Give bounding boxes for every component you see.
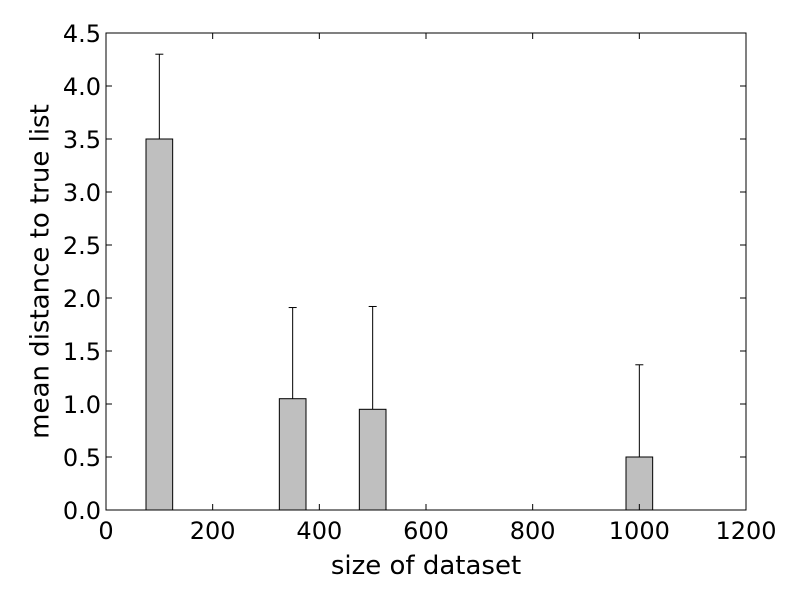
x-tick-label: 400 (296, 517, 342, 545)
y-axis-label: mean distance to true list (26, 104, 56, 439)
plot-frame (105, 32, 747, 511)
x-tick-label: 600 (403, 517, 449, 545)
y-tick-label: 2.0 (63, 285, 101, 313)
bar (625, 456, 654, 511)
x-tick-label: 1000 (609, 517, 670, 545)
bars (145, 138, 654, 511)
y-tick-label: 0.5 (63, 444, 101, 472)
y-ticks: 0.0 0.5 1.0 1.5 2.0 2.5 3.0 3.5 4.0 4.5 (63, 20, 746, 525)
x-tick-label: 800 (510, 517, 556, 545)
x-tick-label: 0 (98, 517, 113, 545)
y-tick-label: 3.5 (63, 126, 101, 154)
x-tick-label: 1200 (715, 517, 776, 545)
bar (145, 138, 174, 511)
x-tick-label: 200 (190, 517, 236, 545)
y-tick-label: 1.5 (63, 338, 101, 366)
y-tick-label: 3.0 (63, 179, 101, 207)
y-tick-label: 0.0 (63, 497, 101, 525)
y-tick-label: 4.0 (63, 73, 101, 101)
bar (358, 408, 387, 511)
error-bars (155, 53, 644, 457)
y-tick-label: 2.5 (63, 232, 101, 260)
bar (278, 398, 307, 511)
x-axis-label: size of dataset (331, 551, 521, 581)
y-tick-label: 1.0 (63, 391, 101, 419)
x-ticks: 0 200 400 600 800 1000 1200 (98, 33, 777, 545)
y-tick-label: 4.5 (63, 20, 101, 48)
